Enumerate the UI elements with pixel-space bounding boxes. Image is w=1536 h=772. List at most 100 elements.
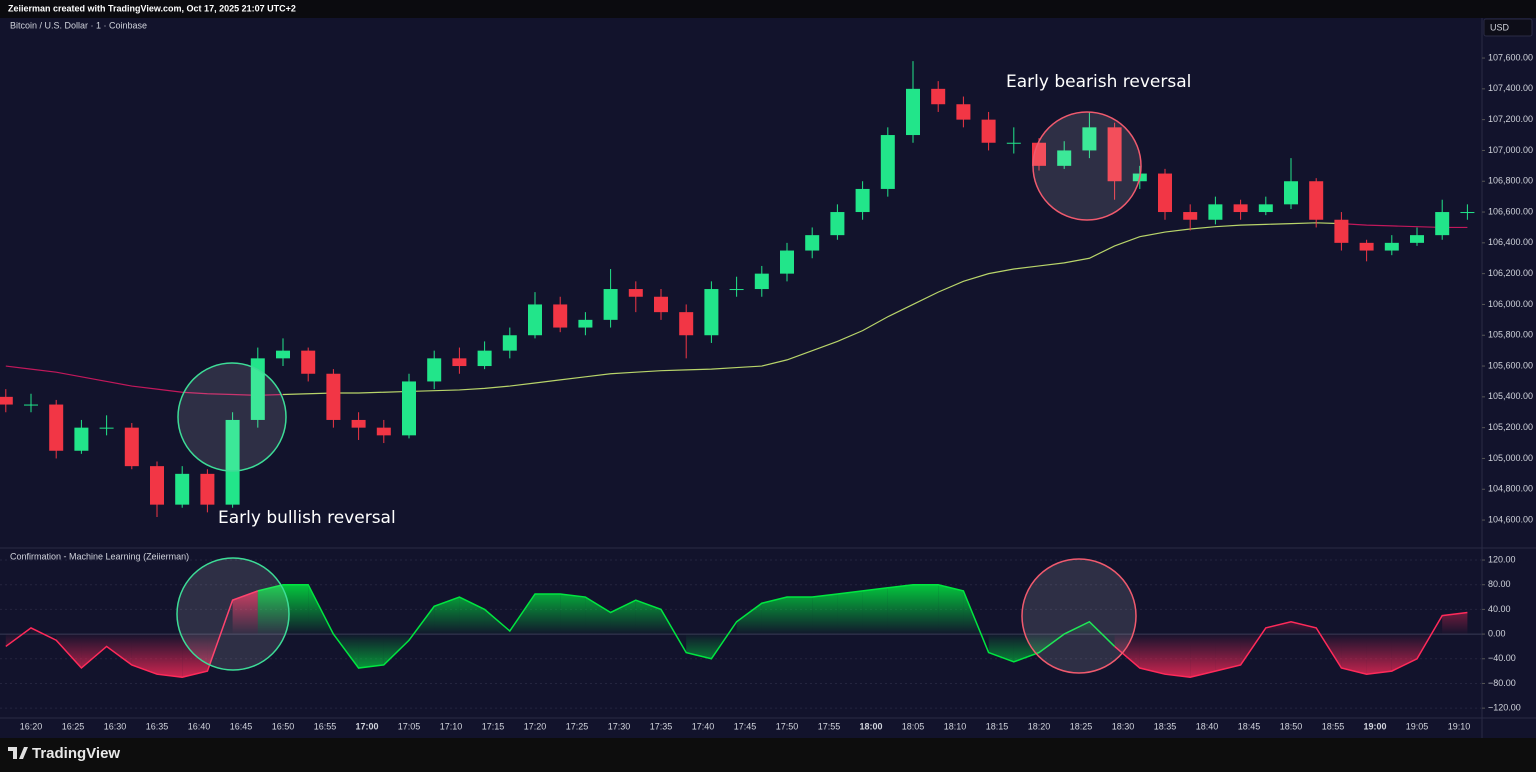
candle-body [1334, 219, 1349, 243]
annotation: Early bullish reversal [218, 508, 396, 528]
candle-body [1006, 142, 1021, 144]
candle-body [1208, 204, 1223, 220]
signal-area [1366, 634, 1392, 675]
x-tick-label: 16:20 [20, 721, 43, 731]
currency[interactable]: USD [1490, 22, 1510, 32]
candle-body [578, 319, 593, 328]
x-tick-label: 17:00 [355, 721, 378, 731]
x-tick-label: 16:50 [272, 721, 295, 731]
y-tick-label: −120.00 [1488, 703, 1521, 713]
candle-body [1384, 242, 1399, 251]
candle-body [553, 304, 568, 328]
signal-area [106, 634, 132, 665]
candle-body [1183, 212, 1198, 220]
signal-area [535, 593, 561, 635]
candle-body [754, 273, 769, 290]
x-tick-label: 16:45 [230, 721, 253, 731]
candle-body [628, 289, 643, 297]
signal-area [938, 584, 964, 635]
candle-body [1460, 212, 1475, 214]
candle-body [502, 335, 517, 351]
signal-line [257, 583, 1116, 669]
y-tick-label: 105,600.00 [1488, 360, 1533, 370]
bearish-circle-indicator [1021, 558, 1137, 674]
x-tick-label: 17:05 [398, 721, 421, 731]
y-tick-label: 106,400.00 [1488, 237, 1533, 247]
currency-box[interactable] [1483, 18, 1533, 37]
symbol-title: Bitcoin / U.S. Dollar · 1 · Coinbase [10, 20, 147, 30]
logo[interactable]: TradingView [32, 745, 120, 762]
y-tick-label: 107,600.00 [1488, 52, 1533, 62]
candle-body [830, 212, 845, 236]
x-tick-label: 18:25 [1070, 721, 1093, 731]
indicator-title: Confirmation - Machine Learning (Zeiierm… [10, 551, 189, 561]
candle-body [528, 304, 542, 336]
candle-body [981, 119, 996, 143]
candle-body [402, 381, 416, 436]
x-tick-label: 19:00 [1363, 721, 1386, 731]
x-tick-label: 18:55 [1322, 721, 1345, 731]
signal-area [635, 600, 661, 635]
candle-body [1233, 204, 1248, 213]
signal-area [1442, 612, 1468, 635]
signal-area [913, 584, 939, 635]
signal-area [610, 600, 636, 635]
signal-area [1341, 634, 1367, 675]
y-tick-label: 107,200.00 [1488, 114, 1533, 124]
signal-area [232, 590, 258, 635]
signal-area [988, 634, 1014, 662]
x-tick-label: 18:30 [1112, 721, 1135, 731]
header-text: Zeiierman created with TradingView.com, … [8, 3, 296, 13]
candle-body [1435, 212, 1450, 236]
x-tick-label: 17:20 [524, 721, 547, 731]
candle-body [427, 358, 442, 382]
candle-body [49, 404, 64, 451]
y-tick-label: 107,000.00 [1488, 145, 1533, 155]
moving-average [282, 222, 1342, 396]
signal-area [1215, 634, 1241, 672]
y-tick-label: 80.00 [1488, 579, 1511, 589]
bearish-circle [1032, 111, 1142, 221]
y-tick-label: 105,000.00 [1488, 453, 1533, 463]
candle-body [124, 427, 139, 467]
candle-body [1057, 150, 1072, 166]
y-tick-label: 107,400.00 [1488, 83, 1533, 93]
x-tick-label: 16:30 [104, 721, 127, 731]
signal-area [812, 593, 838, 635]
signal-area [1265, 621, 1291, 635]
candle-body [250, 358, 265, 420]
signal-area [56, 634, 82, 669]
x-tick-label: 16:25 [62, 721, 85, 731]
x-tick-label: 18:50 [1280, 721, 1303, 731]
x-tick-label: 18:45 [1238, 721, 1261, 731]
logo-icon[interactable] [8, 747, 28, 759]
candle-body [805, 235, 820, 251]
signal-area [787, 597, 813, 635]
bullish-circle-indicator [176, 557, 290, 671]
candle-body [301, 350, 316, 374]
y-tick-label: 104,800.00 [1488, 484, 1533, 494]
signal-area [736, 603, 762, 635]
candle-body [150, 466, 164, 505]
candle-body [729, 289, 744, 291]
candle-body [1158, 173, 1172, 213]
y-tick-label: 106,000.00 [1488, 299, 1533, 309]
signal-area [887, 584, 913, 635]
signal-line [5, 590, 259, 679]
y-tick-label: 120.00 [1488, 554, 1516, 564]
y-tick-label: 104,600.00 [1488, 514, 1533, 524]
y-tick-label: 106,200.00 [1488, 268, 1533, 278]
candle-body [1082, 127, 1097, 151]
x-tick-label: 17:30 [608, 721, 631, 731]
candle-body [1359, 242, 1374, 251]
y-tick-label: 106,600.00 [1488, 206, 1533, 216]
signal-area [585, 597, 611, 635]
signal-area [1114, 634, 1140, 669]
candle-body [654, 296, 668, 313]
signal-area [131, 634, 157, 675]
candle-body [1410, 235, 1424, 243]
signal-area [1165, 634, 1191, 678]
signal-area [1190, 634, 1216, 678]
x-tick-label: 19:05 [1406, 721, 1429, 731]
